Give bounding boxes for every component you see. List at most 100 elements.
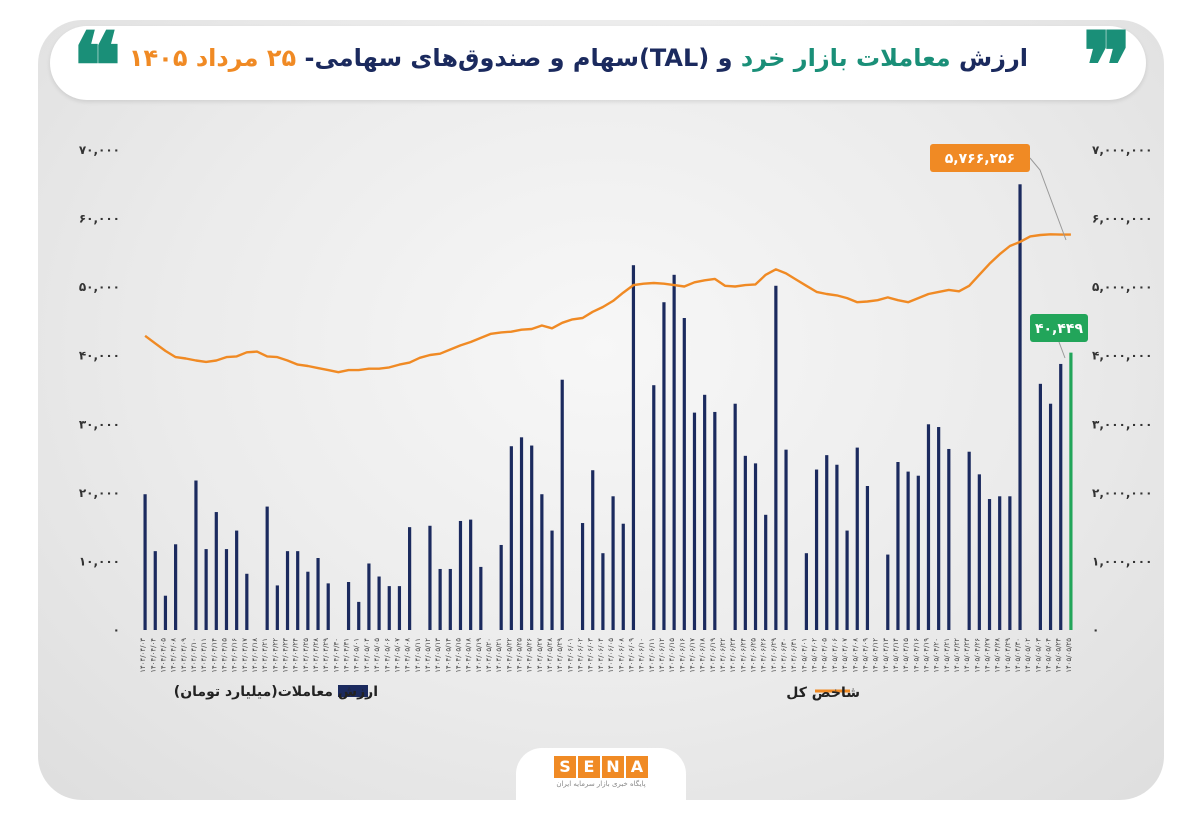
x-axis-tick: ۱۴۰۴/۰۶/۳۰ (780, 638, 788, 673)
bar (285, 551, 290, 630)
bar-callout-value: ۴۰,۴۴۹ (1035, 321, 1083, 337)
bar (1008, 496, 1012, 630)
x-axis-tick: ۱۴۰۴/۰۵/۱۸ (465, 638, 473, 673)
x-axis-tick: ۱۴۰۵/۰۴/۰۹ (861, 638, 869, 673)
bar (387, 586, 391, 630)
line-callout-value: ۵,۷۶۶,۲۵۶ (945, 151, 1015, 167)
left-axis-tick: ۶۰,۰۰۰ (79, 212, 120, 226)
bar (235, 530, 239, 630)
bar (601, 553, 605, 630)
x-axis-tick: ۱۴۰۴/۰۴/۲۱ (261, 638, 269, 673)
x-axis-tick: ۱۴۰۵/۰۴/۲۹ (1004, 638, 1012, 673)
x-axis-tick: ۱۴۰۴/۰۵/۲۷ (536, 638, 544, 673)
right-axis-tick: ۲,۰۰۰,۰۰۰ (1092, 486, 1152, 500)
bar-series (143, 184, 1073, 631)
x-axis-tick: ۱۴۰۴/۰۶/۰۹ (627, 638, 635, 673)
bar (835, 464, 839, 630)
bar-callout-leader (1058, 341, 1066, 359)
bar (1018, 184, 1022, 631)
x-axis-tick: ۱۴۰۴/۰۴/۳۱ (343, 638, 351, 673)
bar (275, 585, 279, 630)
x-axis-tick: ۱۴۰۵/۰۴/۰۲ (811, 638, 819, 673)
right-axis-tick: ۵,۰۰۰,۰۰۰ (1092, 280, 1152, 294)
bar (448, 568, 452, 630)
x-axis-tick: ۱۴۰۴/۰۴/۲۹ (322, 638, 330, 673)
quote-close-icon: ❝ (72, 12, 122, 120)
x-axis-tick: ۱۴۰۴/۰۴/۱۰ (190, 638, 198, 673)
bar (652, 385, 656, 630)
x-axis-tick: ۱۴۰۴/۰۵/۲۲ (505, 638, 513, 673)
x-axis-tick: ۱۴۰۴/۰۶/۲۴ (739, 638, 747, 673)
bar (631, 265, 636, 630)
bar (560, 379, 564, 630)
left-axis-tick: ۴۰,۰۰۰ (79, 349, 120, 363)
left-axis-tick: ۰ (113, 623, 120, 637)
x-axis-tick: ۱۴۰۵/۰۴/۰۵ (821, 638, 829, 673)
bar (153, 551, 157, 630)
x-axis-tick: ۱۴۰۴/۰۵/۰۶ (383, 638, 391, 673)
x-axis-tick: ۱۴۰۴/۰۶/۰۱ (566, 638, 574, 673)
logo-letter-e: E (578, 756, 600, 778)
x-axis-tick: ۱۴۰۴/۰۴/۲۴ (292, 638, 300, 673)
bar (316, 558, 320, 630)
bar (550, 530, 554, 630)
logo-letter-n: N (602, 756, 624, 778)
x-axis-tick: ۱۴۰۴/۰۵/۲۵ (516, 638, 524, 673)
bar (530, 445, 534, 630)
x-axis-tick: ۱۴۰۴/۰۶/۲۳ (729, 638, 737, 673)
x-axis-tick: ۱۴۰۴/۰۴/۱۵ (220, 638, 228, 673)
x-axis-tick: ۱۴۰۵/۰۴/۰۸ (851, 638, 859, 673)
x-axis-tick: ۱۴۰۵/۰۴/۲۳ (963, 638, 971, 673)
bar (174, 544, 178, 630)
x-axis-tick: ۱۴۰۵/۰۴/۱۳ (882, 638, 890, 673)
x-axis-tick: ۱۴۰۴/۰۴/۱۶ (231, 638, 239, 673)
legend-line-label: شاخص کل (786, 685, 860, 701)
right-axis-tick: ۷,۰۰۰,۰۰۰ (1092, 143, 1152, 157)
bar (672, 274, 676, 630)
bar (1038, 383, 1042, 630)
x-axis-tick: ۱۴۰۴/۰۶/۰۳ (587, 638, 595, 673)
bar (408, 527, 412, 630)
x-axis-tick: ۱۴۰۴/۰۶/۳۱ (790, 638, 798, 673)
legend-bars-swatch (338, 685, 368, 697)
title-part-1: ارزش (950, 44, 1028, 72)
bar (886, 554, 890, 630)
x-axis-tick: ۱۴۰۴/۰۴/۱۴ (210, 638, 218, 673)
x-axis-tick: ۱۴۰۴/۰۶/۲۵ (750, 638, 758, 673)
x-axis-tick: ۱۴۰۵/۰۴/۰۶ (831, 638, 839, 673)
left-axis-tick: ۳۰,۰۰۰ (79, 417, 120, 431)
bar (377, 576, 381, 630)
bar (784, 449, 788, 630)
title-date: ۲۵ مرداد ۱۴۰۵ (128, 44, 297, 72)
x-axis-tick: ۱۴۰۵/۰۵/۲۴ (1055, 638, 1063, 673)
x-axis-tick: ۱۴۰۵/۰۴/۲۲ (953, 638, 961, 673)
x-axis-tick: ۱۴۰۴/۰۴/۲۸ (312, 638, 320, 673)
bar (438, 568, 442, 630)
x-axis-tick: ۱۴۰۴/۰۶/۰۴ (597, 638, 605, 673)
x-axis-tick: ۱۴۰۴/۰۶/۰۵ (607, 638, 615, 673)
bar (245, 573, 249, 630)
bar (977, 474, 981, 630)
x-axis-tick: ۱۴۰۴/۰۵/۱۵ (454, 638, 462, 673)
x-axis-tick: ۱۴۰۴/۰۶/۱۶ (678, 638, 686, 673)
bar (214, 512, 218, 630)
quote-open-icon: ❞ (1082, 12, 1132, 120)
x-axis-tick: ۱۴۰۴/۰۶/۰۸ (617, 638, 625, 673)
bar (326, 583, 330, 630)
bar (764, 514, 768, 630)
bar (540, 494, 544, 630)
bar (621, 523, 625, 630)
bar (306, 571, 310, 630)
bar (916, 475, 920, 630)
x-axis-tick: ۱۴۰۴/۰۵/۰۱ (353, 638, 361, 673)
bar (825, 455, 829, 630)
line-callout-box (930, 144, 1030, 172)
x-axis-tick: ۱۴۰۴/۰۶/۱۱ (648, 638, 656, 673)
bar (926, 424, 931, 630)
left-axis-tick: ۱۰,۰۰۰ (79, 554, 120, 568)
x-axis-tick: ۱۴۰۴/۰۶/۲۹ (770, 638, 778, 673)
logo-subtitle: پایگاه خبری بازار سرمایه ایران (556, 780, 646, 788)
bar (967, 451, 971, 630)
